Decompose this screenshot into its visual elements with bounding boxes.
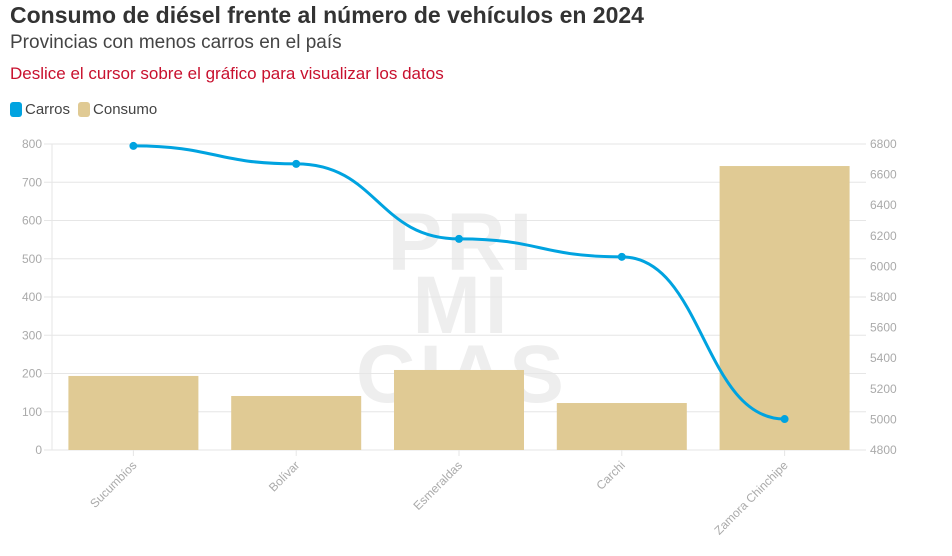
legend-item-carros[interactable]: Carros [10, 101, 70, 118]
left-axis-tick: 300 [22, 328, 42, 342]
category-label: Carchi [593, 458, 627, 492]
left-axis-tick: 400 [22, 290, 42, 304]
bar-consumo-2[interactable] [394, 369, 524, 450]
right-axis-tick: 6600 [870, 168, 897, 182]
chart-subtitle: Provincias con menos carros en el país [10, 32, 342, 53]
category-label: Esmeraldas [410, 458, 465, 513]
bar-consumo-4[interactable] [719, 166, 850, 451]
bar-consumo-0[interactable] [68, 375, 199, 450]
legend-swatch-carros [10, 102, 22, 117]
right-axis-tick: 6200 [870, 229, 897, 243]
legend-item-consumo[interactable]: Consumo [78, 101, 157, 118]
right-axis-tick: 5000 [870, 412, 897, 426]
right-axis-tick: 5800 [870, 290, 897, 304]
bar-consumo-3[interactable] [556, 403, 687, 450]
watermark-logo: MI [412, 260, 511, 351]
legend-label: Consumo [93, 101, 158, 118]
point-carros-3[interactable] [617, 252, 626, 261]
hover-instruction: Deslice el cursor sobre el gráfico para … [10, 64, 444, 83]
point-carros-2[interactable] [455, 234, 463, 243]
point-carros-1[interactable] [292, 159, 301, 168]
right-axis-tick: 5400 [870, 351, 897, 365]
right-axis-tick: 4800 [870, 443, 897, 457]
right-axis-tick: 5200 [870, 382, 897, 396]
line-carros [133, 144, 785, 421]
bar-consumo-1[interactable] [231, 395, 362, 450]
left-axis-tick: 100 [22, 405, 42, 419]
right-axis-tick: 6800 [870, 137, 897, 151]
left-axis-tick: 600 [22, 214, 42, 228]
legend-label: Carros [25, 101, 71, 118]
category-label: Zamora Chinchipe [711, 458, 790, 537]
category-label: Bolívar [266, 458, 302, 494]
left-axis-tick: 700 [22, 175, 42, 189]
left-axis-tick: 800 [22, 137, 42, 151]
legend: Carros Consumo [10, 101, 157, 118]
point-carros-0[interactable] [129, 141, 138, 150]
category-label: Sucumbíos [87, 458, 139, 510]
left-axis-tick: 0 [35, 443, 42, 457]
right-axis-tick: 6400 [870, 198, 897, 212]
legend-swatch-consumo [78, 102, 91, 117]
left-axis-tick: 200 [22, 367, 42, 381]
point-carros-4[interactable] [780, 415, 789, 424]
right-axis-tick: 5600 [870, 321, 897, 335]
right-axis-tick: 6000 [870, 259, 897, 273]
left-axis-tick: 500 [22, 252, 42, 266]
chart-title: Consumo de diésel frente al número de ve… [10, 2, 644, 28]
